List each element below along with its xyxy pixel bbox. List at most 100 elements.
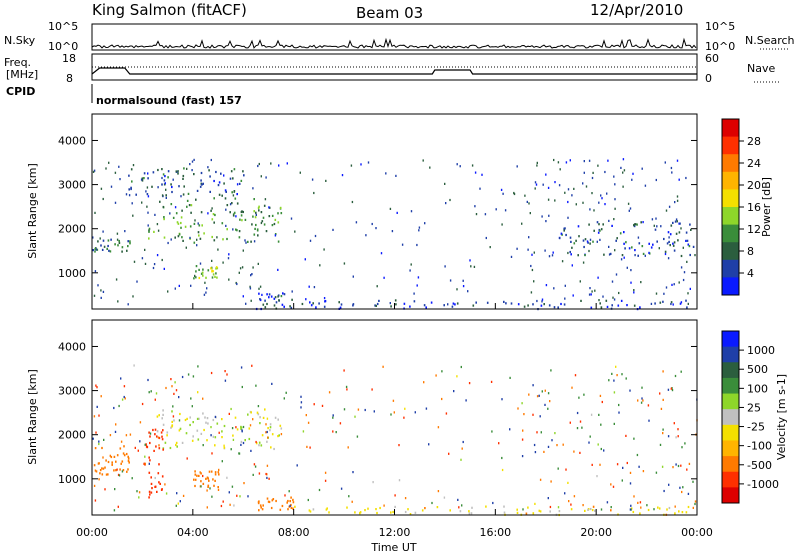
data-cell [226, 204, 229, 207]
data-cell [110, 455, 113, 459]
data-cell [117, 300, 119, 303]
data-cell [591, 176, 594, 180]
data-cell [193, 158, 195, 161]
data-cell [157, 436, 160, 439]
data-cell [689, 253, 691, 257]
data-cell [266, 430, 268, 434]
data-cell [582, 182, 584, 185]
data-cell [616, 374, 618, 377]
data-cell [208, 470, 211, 473]
data-cell [577, 254, 579, 257]
data-cell [255, 211, 257, 214]
data-cell [553, 306, 556, 309]
data-cell [177, 222, 180, 225]
data-cell [171, 410, 173, 413]
data-cell [281, 303, 284, 306]
data-cell [205, 276, 207, 279]
data-cell [579, 280, 581, 283]
data-cell [212, 435, 214, 438]
data-cell [98, 440, 100, 443]
colorbar-swatch [722, 136, 739, 155]
data-cell [96, 386, 98, 389]
data-cell [623, 169, 626, 172]
data-cell [259, 422, 261, 425]
colorbar-swatch [722, 487, 739, 504]
data-cell [616, 237, 618, 240]
data-cell [629, 482, 632, 485]
data-cell [249, 287, 252, 290]
data-cell [218, 181, 221, 184]
data-cell [686, 468, 688, 471]
data-cell [571, 246, 573, 249]
data-cell [128, 194, 131, 197]
data-cell [513, 191, 515, 195]
data-cell [153, 230, 155, 233]
data-cell [592, 240, 594, 243]
data-cell [686, 260, 688, 263]
data-cell [262, 504, 264, 507]
data-cell [235, 228, 237, 231]
data-cell [200, 179, 202, 182]
data-cell [589, 507, 592, 511]
data-cell [100, 244, 102, 247]
data-cell [262, 416, 265, 419]
data-cell [395, 174, 397, 177]
data-cell [128, 174, 130, 177]
data-cell [106, 247, 108, 250]
data-cell [469, 259, 471, 262]
data-cell [177, 170, 179, 173]
data-cell [109, 454, 111, 457]
data-cell [460, 458, 462, 461]
data-cell [176, 445, 178, 448]
data-cell [323, 297, 326, 300]
data-cell [365, 234, 367, 237]
data-cell [206, 476, 209, 479]
data-cell [202, 274, 204, 277]
data-cell [186, 417, 188, 420]
data-cell [114, 171, 117, 174]
data-cell [409, 513, 412, 516]
data-cell [146, 193, 149, 196]
data-cell [599, 302, 601, 305]
data-cell [210, 209, 212, 212]
data-cell [328, 511, 330, 514]
data-cell [565, 233, 567, 237]
data-cell [599, 394, 602, 397]
data-cell [224, 189, 227, 192]
data-cell [159, 200, 161, 203]
data-cell [392, 510, 394, 514]
data-cell [324, 300, 327, 303]
data-cell [94, 250, 96, 253]
data-cell [532, 303, 534, 306]
data-cell [343, 262, 346, 265]
data-cell [194, 478, 197, 481]
data-cell [92, 249, 95, 252]
data-cell [613, 391, 616, 394]
data-cell [228, 412, 230, 415]
data-cell [672, 242, 674, 245]
data-cell [256, 229, 259, 232]
data-cell [107, 460, 110, 464]
data-cell [533, 443, 536, 447]
data-cell [340, 303, 343, 306]
data-cell [409, 269, 411, 272]
data-cell [615, 365, 617, 368]
data-cell [290, 306, 293, 309]
data-cell [190, 397, 192, 400]
data-cell [688, 462, 691, 465]
data-cell [248, 427, 251, 430]
data-cell [278, 164, 280, 167]
data-cell [214, 444, 216, 447]
data-cell [396, 211, 398, 214]
data-cell [647, 508, 650, 512]
data-cell [678, 178, 680, 181]
data-cell [570, 508, 573, 511]
data-cell [152, 171, 155, 174]
data-cell [462, 440, 464, 444]
data-cell [211, 218, 214, 221]
data-cell [372, 481, 374, 484]
data-cell [550, 480, 552, 483]
data-cell [539, 478, 542, 481]
data-cell [165, 194, 167, 197]
data-cell [233, 211, 236, 214]
